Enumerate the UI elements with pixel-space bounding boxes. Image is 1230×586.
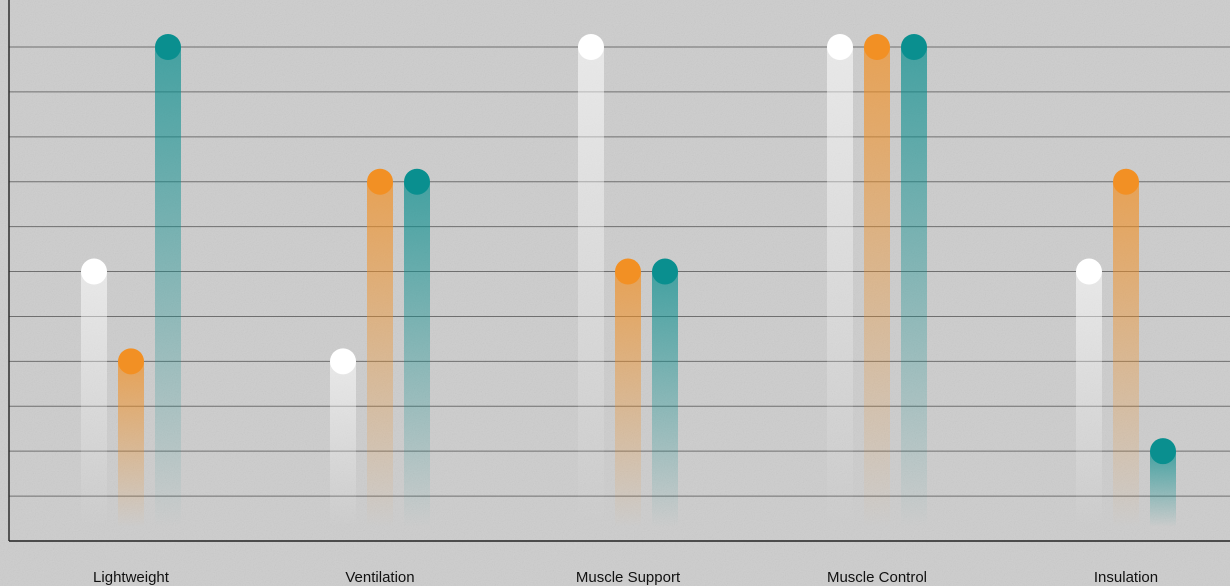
bar xyxy=(578,47,604,527)
bar-dot xyxy=(330,348,356,375)
category-label: Muscle Control xyxy=(827,569,927,586)
category-label: Insulation xyxy=(1094,569,1158,586)
bar-dot xyxy=(578,34,604,60)
bar-dot xyxy=(155,34,181,60)
bar-dot xyxy=(827,34,853,60)
category-label: Muscle Support xyxy=(576,569,681,586)
bar xyxy=(155,47,181,527)
bar xyxy=(404,181,430,527)
bar-dot xyxy=(81,258,107,285)
bar-dot xyxy=(1150,438,1176,465)
bars xyxy=(81,34,1176,527)
bar-dot xyxy=(652,258,678,285)
bar xyxy=(1113,181,1139,527)
bar-dot xyxy=(1076,258,1102,285)
gridlines xyxy=(9,46,1230,497)
bar xyxy=(118,361,144,527)
bar-dot xyxy=(118,348,144,375)
category-label: Ventilation xyxy=(345,569,414,586)
bar-dot xyxy=(901,34,927,60)
bar xyxy=(901,47,927,527)
bar xyxy=(615,271,641,527)
bar xyxy=(81,271,107,527)
bar-dot xyxy=(1113,168,1139,195)
bar xyxy=(827,47,853,527)
bar-dot xyxy=(404,168,430,195)
bar xyxy=(1076,271,1102,527)
bar-dot xyxy=(367,168,393,195)
bar xyxy=(652,271,678,527)
category-label: Lightweight xyxy=(93,569,170,586)
bar xyxy=(864,47,890,527)
category-labels: Lightweight Ventilation Muscle Support Musc… xyxy=(93,569,1158,586)
bar-dot xyxy=(864,34,890,60)
bar xyxy=(330,361,356,527)
bar xyxy=(367,181,393,527)
bar-dot xyxy=(615,258,641,285)
